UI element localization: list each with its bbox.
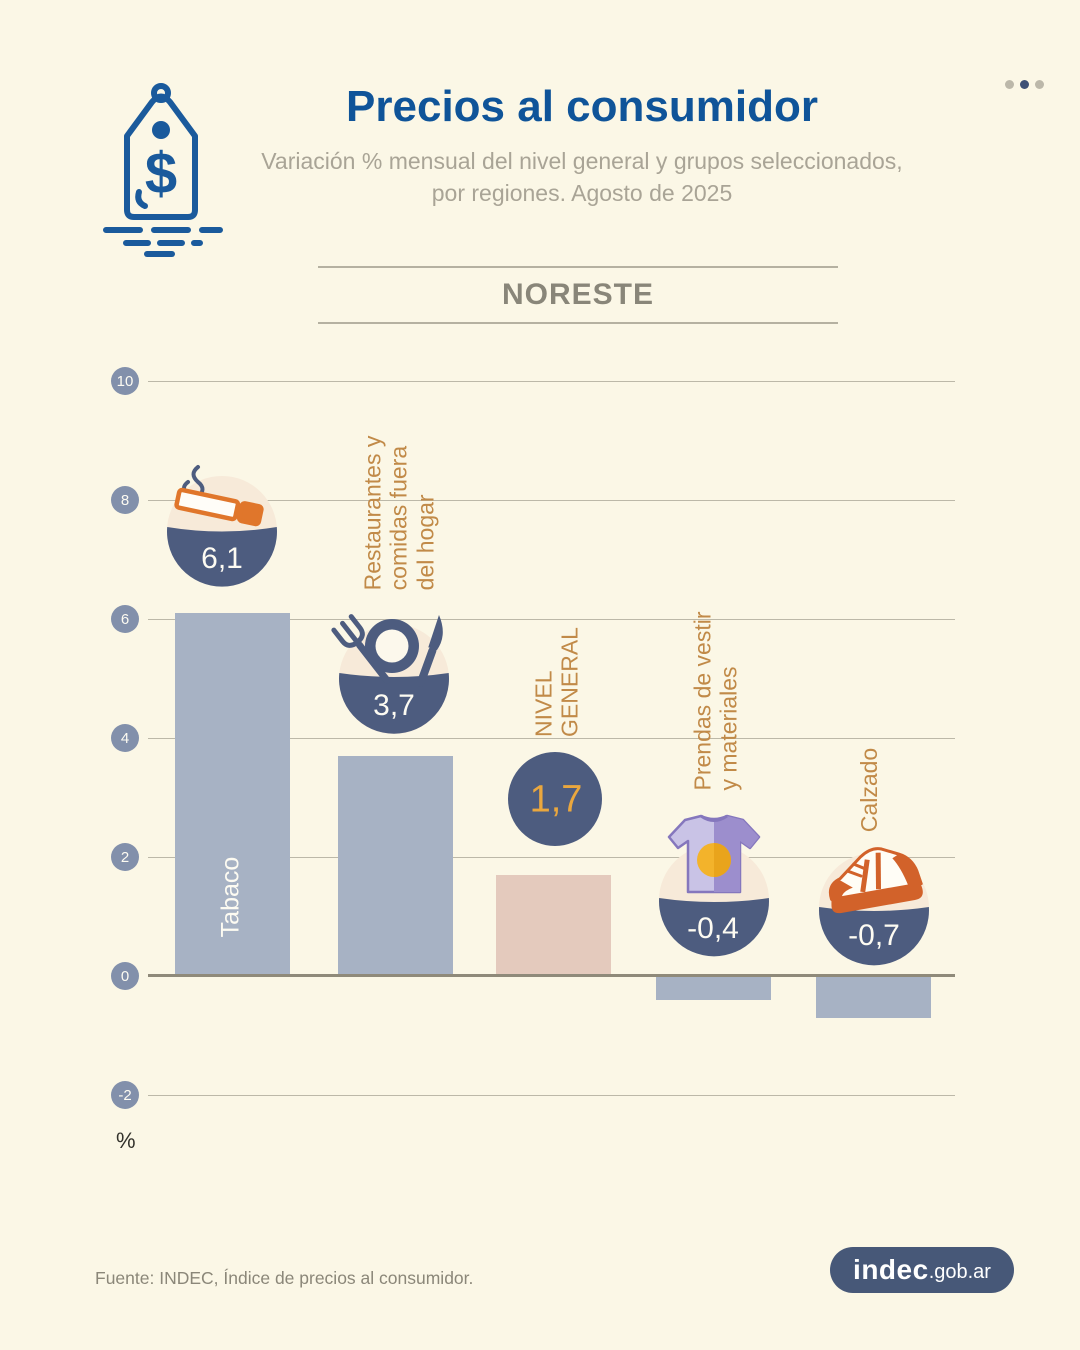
ytick-8: 8 <box>111 486 139 514</box>
bar-restaurantes <box>338 756 453 976</box>
bar-label-nivel-general: NIVEL GENERAL <box>530 627 583 737</box>
gridline-2 <box>148 857 955 858</box>
bar-tabaco <box>175 613 290 976</box>
cigarette-icon <box>167 465 277 587</box>
axis-unit-label: % <box>116 1128 136 1153</box>
ytick-10: 10 <box>111 367 139 395</box>
region-divider-bottom <box>318 322 838 324</box>
ytick-6: 6 <box>111 605 139 633</box>
subtitle-line-1: Variación % mensual del nivel general y … <box>261 148 903 174</box>
region-title: NORESTE <box>501 278 655 311</box>
ytick-0: 0 <box>111 962 139 990</box>
ytick-neg2: -2 <box>111 1081 139 1109</box>
bar-label-prendas: Prendas de vestir y materiales <box>689 611 742 791</box>
gridline-8 <box>148 500 955 501</box>
gridline-zero <box>148 974 955 977</box>
dot-icon <box>1035 80 1044 89</box>
subtitle-line-2: por regiones. Agosto de 2025 <box>431 179 733 206</box>
knife-icon <box>416 614 443 687</box>
value-nivel-general: 1,7 <box>529 778 583 821</box>
page-subtitle: Variación % mensual del nivel general y … <box>202 146 962 209</box>
indec-logo[interactable]: indec .gob.ar <box>830 1247 1014 1293</box>
value-prendas: -0,4 <box>687 912 739 945</box>
source-note: Fuente: INDEC, Índice de precios al cons… <box>95 1268 474 1288</box>
dot-icon <box>1020 80 1029 89</box>
bar-prendas <box>656 976 771 1000</box>
value-tabaco: 6,1 <box>201 542 243 575</box>
value-calzado: -0,7 <box>848 919 900 952</box>
region-divider-top <box>318 266 838 268</box>
indec-logo-bold: indec <box>853 1254 929 1285</box>
ytick-4: 4 <box>111 724 139 752</box>
indec-logo-domain: .gob.ar <box>928 1260 991 1283</box>
dot-icon <box>1005 80 1014 89</box>
bar-label-tabaco: Tabaco <box>216 856 245 938</box>
gridline-6 <box>148 619 955 620</box>
svg-text:$: $ <box>145 141 177 206</box>
gridline-4 <box>148 738 955 739</box>
more-options-button[interactable] <box>1005 80 1044 89</box>
bar-nivel-general <box>496 875 611 976</box>
bar-calzado <box>816 976 931 1018</box>
ytick-2: 2 <box>111 843 139 871</box>
sneaker-icon <box>819 847 929 966</box>
page-title: Precios al consumidor <box>346 82 818 131</box>
nivel-general-badge <box>508 752 602 846</box>
gridline-10 <box>148 381 955 382</box>
price-tag-icon: $ <box>103 83 223 257</box>
value-restaurantes: 3,7 <box>373 689 415 722</box>
gridline-neg2 <box>148 1095 955 1096</box>
restaurant-icon <box>331 614 449 734</box>
tshirt-icon <box>659 814 769 957</box>
